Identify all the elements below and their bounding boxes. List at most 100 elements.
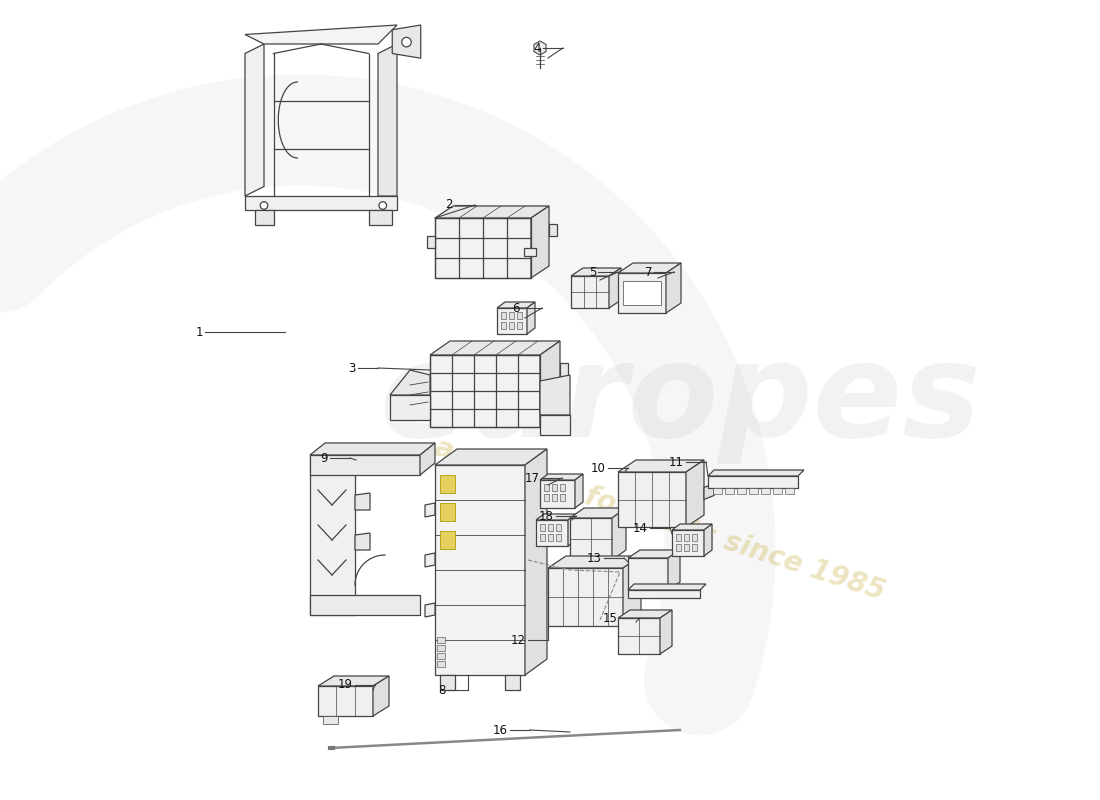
Polygon shape [618,472,686,527]
Polygon shape [548,556,641,568]
Polygon shape [245,25,397,44]
Polygon shape [355,533,370,550]
Polygon shape [641,570,651,590]
Bar [692,544,697,551]
Text: a passion for parts since 1985: a passion for parts since 1985 [431,434,889,606]
Text: 17: 17 [525,471,540,485]
Polygon shape [571,268,621,276]
Polygon shape [548,568,623,626]
Polygon shape [430,341,560,355]
Polygon shape [245,196,397,210]
Polygon shape [540,415,570,435]
Text: 9: 9 [320,451,328,465]
Text: 16: 16 [493,723,508,737]
Polygon shape [318,676,389,686]
Bar [552,494,557,501]
Polygon shape [425,553,435,567]
Polygon shape [570,518,612,560]
Polygon shape [623,556,641,626]
Bar [500,322,506,329]
Polygon shape [434,465,525,675]
Polygon shape [618,610,672,618]
Bar [684,544,689,551]
Bar [500,312,506,319]
Polygon shape [672,524,712,530]
Polygon shape [609,268,622,308]
Polygon shape [390,395,430,420]
Bar [560,494,565,501]
Bar [440,475,455,493]
Polygon shape [497,308,527,334]
Text: 2: 2 [446,198,453,211]
Polygon shape [355,493,370,510]
Circle shape [378,202,386,210]
Bar [725,488,734,494]
Polygon shape [505,675,520,690]
Polygon shape [618,273,666,313]
Bar [785,488,794,494]
Text: 13: 13 [587,551,602,565]
Bar [440,503,455,521]
Bar [544,484,549,491]
Polygon shape [708,470,804,476]
Polygon shape [575,474,583,508]
Polygon shape [373,676,389,716]
Polygon shape [254,210,274,225]
Polygon shape [618,618,660,654]
Text: 11: 11 [669,455,684,469]
Bar [437,653,446,659]
Polygon shape [430,355,540,427]
Bar [437,637,446,643]
Bar [509,312,514,319]
Polygon shape [612,508,626,560]
Polygon shape [540,480,575,508]
Polygon shape [422,377,430,391]
Polygon shape [628,584,706,590]
Polygon shape [628,550,680,558]
Polygon shape [570,508,626,518]
Bar [676,534,681,541]
Polygon shape [245,44,264,196]
Bar [440,531,455,549]
Bar [540,534,544,541]
Polygon shape [534,41,546,55]
Bar [540,524,544,531]
Polygon shape [427,236,434,248]
Polygon shape [525,449,547,675]
Text: 19: 19 [338,678,353,691]
Polygon shape [618,460,704,472]
Polygon shape [310,595,420,615]
Bar [548,524,553,531]
Polygon shape [628,558,668,590]
Bar [509,322,514,329]
Circle shape [261,202,267,210]
Bar [684,534,689,541]
Text: 6: 6 [513,302,520,314]
Polygon shape [434,449,547,465]
Bar [560,484,565,491]
Bar [544,494,549,501]
Text: 15: 15 [603,611,618,625]
Text: 14: 14 [632,522,648,534]
Bar [773,488,782,494]
Polygon shape [318,686,373,716]
Bar [437,661,446,667]
Polygon shape [368,210,393,225]
Bar [692,534,697,541]
Polygon shape [540,375,570,415]
Bar [552,484,557,491]
Text: 18: 18 [539,510,554,522]
Bar [737,488,746,494]
Text: 10: 10 [591,462,606,474]
Text: 12: 12 [512,634,526,646]
Polygon shape [310,443,435,455]
Bar [713,488,722,494]
Text: 3: 3 [349,362,356,374]
Text: 8: 8 [439,683,446,697]
Bar [548,534,553,541]
Bar [437,645,446,651]
Bar [323,716,338,724]
Polygon shape [618,263,681,273]
Text: 5: 5 [588,266,596,278]
Text: 4: 4 [534,42,541,54]
